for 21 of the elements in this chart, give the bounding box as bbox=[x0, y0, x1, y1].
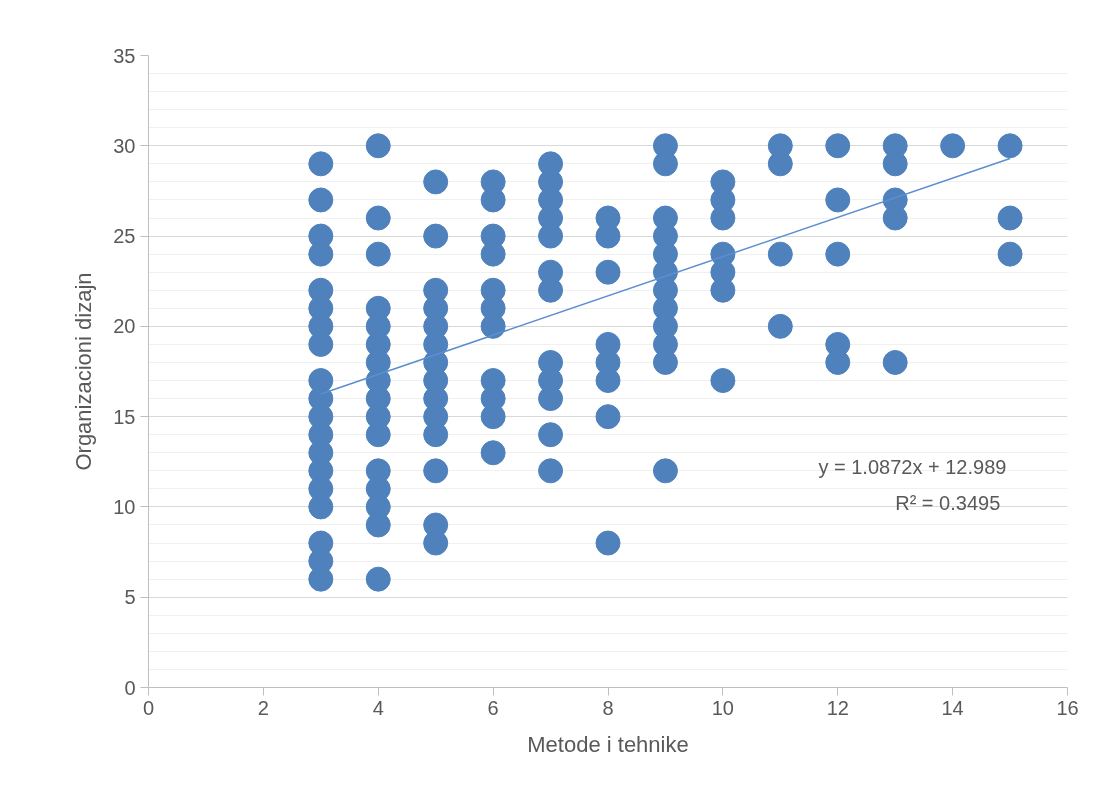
annotation: R² = 0.3495 bbox=[895, 492, 1001, 515]
y-tick-label: 5 bbox=[124, 586, 136, 609]
x-tick-label: 0 bbox=[142, 696, 155, 719]
x-tick-label: 2 bbox=[257, 696, 269, 719]
annotation: y = 1.0872x + 12.989 bbox=[818, 456, 1007, 479]
x-tick-label: 12 bbox=[826, 696, 849, 719]
y-tick-label: 25 bbox=[113, 225, 136, 248]
y-tick-label: 10 bbox=[113, 495, 136, 518]
y-axis-title: Organizacioni dizajn bbox=[71, 272, 97, 471]
y-tick-label: 30 bbox=[113, 134, 136, 157]
x-tick-label: 6 bbox=[487, 696, 499, 719]
x-axis-title: Metode i tehnike bbox=[527, 731, 689, 757]
y-tick-label: 0 bbox=[124, 676, 136, 699]
x-tick-label: 14 bbox=[941, 696, 964, 719]
y-tick-label: 35 bbox=[113, 44, 136, 67]
y-tick-label: 15 bbox=[113, 405, 136, 428]
y-tick-label: 20 bbox=[113, 315, 136, 338]
x-tick-label: 10 bbox=[711, 696, 734, 719]
x-tick-label: 16 bbox=[1056, 696, 1079, 719]
x-tick-label: 8 bbox=[602, 696, 614, 719]
x-tick-label: 4 bbox=[372, 696, 384, 719]
